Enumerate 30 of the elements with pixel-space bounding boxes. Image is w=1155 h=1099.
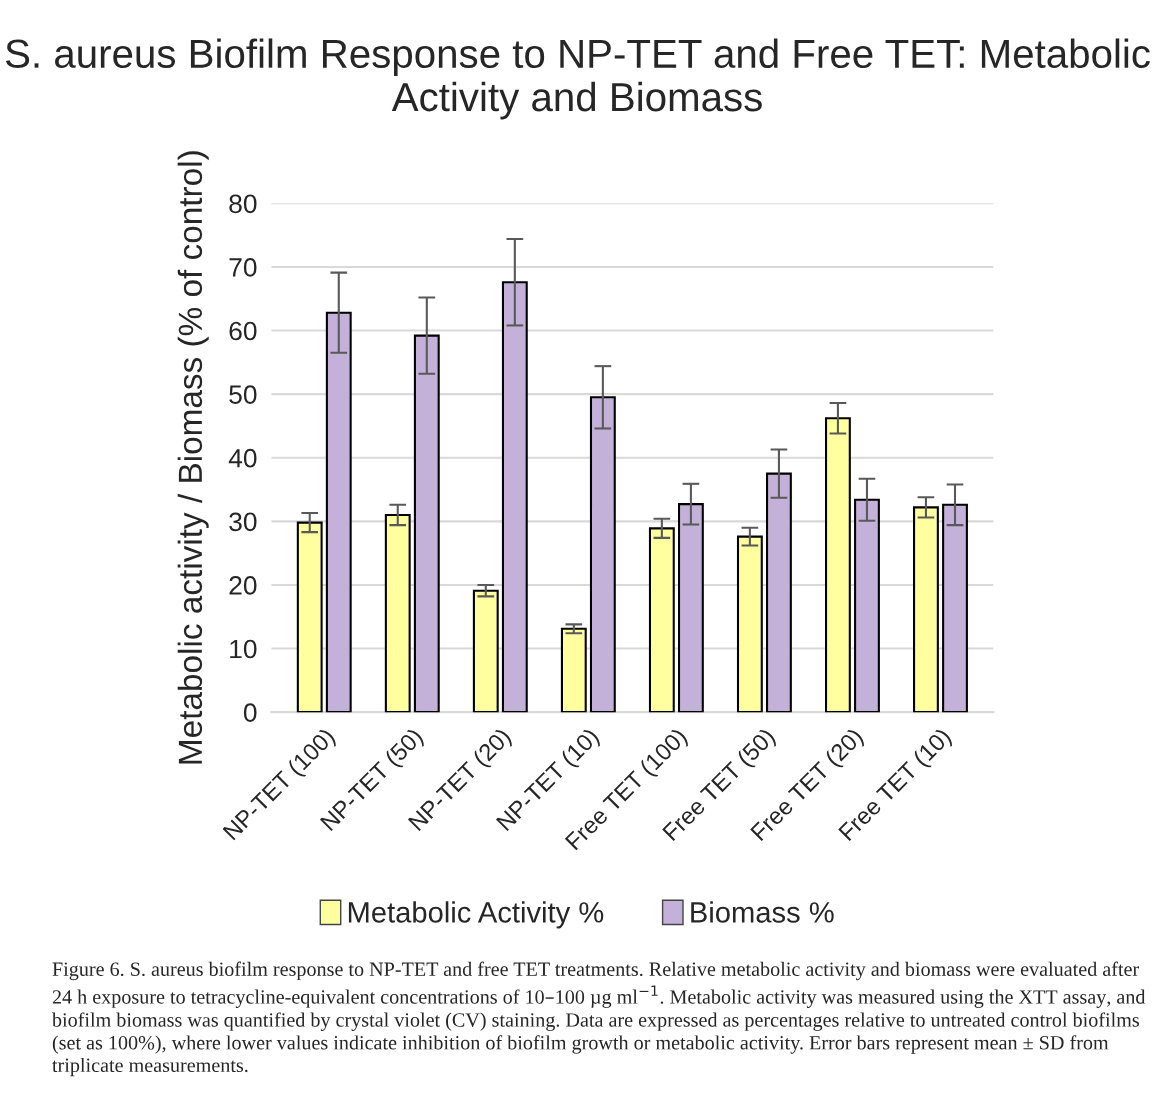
bar <box>677 503 704 713</box>
bar <box>736 535 763 713</box>
bar <box>648 527 675 713</box>
bar <box>766 472 792 713</box>
bar <box>384 513 411 713</box>
legend-label: Biomass % <box>691 901 834 923</box>
chart-title: S. aureus Biofilm Response to NP-TET and Free TET: Metabolic Activity and Biomass <box>5 38 1150 120</box>
bar <box>325 311 352 713</box>
y-tick-label: 10 <box>230 639 257 659</box>
bar <box>413 334 440 713</box>
y-tick-label: 80 <box>229 194 257 214</box>
bar <box>913 506 939 713</box>
bar <box>854 498 880 713</box>
caption: Figure 6. S. aureus biofilm response to NP-TET and free TET treatments. Relative metabolic activity and biomass were evaluated after 24 h exposure to tetracycline-equivalent concentrations of 10–100 µg ml$^{−1}$. Metabolic activity was measured using the XTT assay, and biofilm biomass was quantified by crystal violet (CV) staining. Data are expressed as percentages relative to untreated control biofilms (set as 100%), where lower values indicate inhibition of biofilm growth or metabolic activity. Error bars represent mean ± SD from triplicate measurements. <box>51 961 1146 1077</box>
bar <box>942 503 968 713</box>
y-tick-label: 40 <box>228 448 257 468</box>
y-tick-label: 30 <box>229 512 257 532</box>
bar <box>589 396 616 713</box>
y-tick-label: 70 <box>229 258 257 277</box>
y-tick-label: 0 <box>243 703 257 722</box>
bar <box>825 417 851 713</box>
bar <box>560 627 587 713</box>
y-axis-title: Metabolic activity / Biomass (% of control) <box>177 151 209 764</box>
bar <box>296 521 323 713</box>
bar <box>501 281 528 713</box>
legend-label: Metabolic Activity % <box>348 901 604 929</box>
y-tick-label: 60 <box>229 321 257 341</box>
bar <box>472 589 499 713</box>
y-tick-label: 20 <box>229 576 257 595</box>
y-tick-label: 50 <box>229 385 257 404</box>
